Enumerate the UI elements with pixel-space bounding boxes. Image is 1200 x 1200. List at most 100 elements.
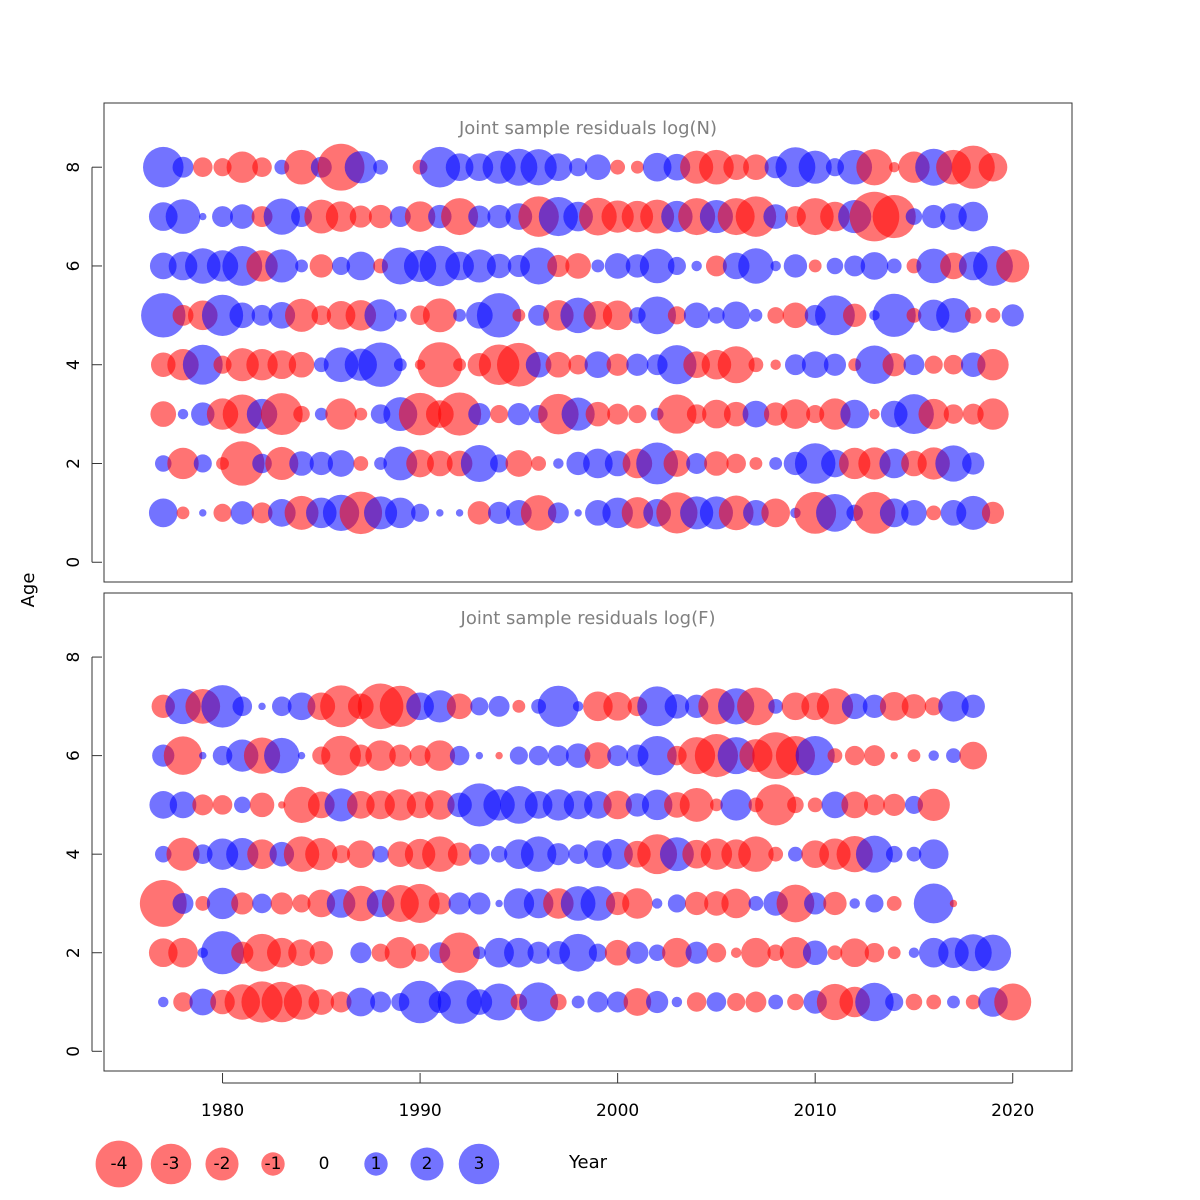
residual-bubble [781, 692, 810, 721]
residual-bubble [568, 354, 588, 375]
x-tick-label: 2020 [991, 1101, 1034, 1121]
residual-bubble [801, 351, 829, 379]
residual-bubble [346, 840, 375, 869]
residual-bubble [200, 931, 245, 975]
residual-bubble [309, 451, 334, 476]
residual-bubble [804, 892, 827, 915]
residual-bubble [531, 456, 547, 471]
residual-bubble [272, 696, 292, 717]
residual-bubble [907, 749, 921, 763]
residual-bubble [667, 306, 686, 325]
residual-bubble [699, 149, 734, 185]
residual-bubble [667, 256, 686, 276]
residual-bubble [787, 993, 804, 1011]
residual-bubble [604, 939, 631, 966]
residual-bubble [468, 205, 491, 228]
residual-bubble [325, 201, 357, 232]
residual-bubble [379, 685, 421, 727]
residual-bubble [763, 204, 788, 229]
residual-bubble [480, 983, 518, 1021]
residual-bubble [996, 249, 1030, 283]
residual-bubble [691, 260, 702, 272]
residual-bubble [864, 942, 885, 963]
residual-bubble [855, 982, 894, 1022]
residual-bubble [802, 940, 828, 966]
residual-bubble [423, 690, 456, 723]
residual-bubble [488, 695, 510, 717]
residual-bubble [863, 745, 885, 767]
residual-bubble [855, 835, 893, 873]
residual-bubble [959, 741, 988, 770]
residual-bubble [606, 353, 629, 376]
residual-bubble [199, 509, 207, 517]
residual-bubble [722, 301, 751, 330]
residual-bubble [905, 208, 923, 225]
residual-bubble [314, 407, 328, 421]
residual-bubble [365, 740, 396, 771]
legend-bubble [205, 1147, 239, 1181]
residual-bubble [346, 791, 375, 819]
residual-bubble [505, 450, 533, 477]
residual-bubble [583, 448, 613, 479]
residual-bubble [926, 505, 942, 521]
residual-bubble [961, 694, 985, 719]
residual-bubble [977, 398, 1009, 430]
residual-bubble [453, 358, 467, 372]
residual-bubble [940, 252, 967, 280]
residual-bubble [916, 248, 952, 284]
residual-bubble [201, 294, 244, 336]
residual-bubble [490, 405, 509, 424]
residual-bubble [266, 937, 297, 968]
residual-bubble [353, 456, 369, 471]
residual-bubble [206, 887, 239, 920]
residual-bubble [887, 946, 901, 960]
residual-bubble [232, 696, 253, 717]
legend-bubble [261, 1152, 285, 1176]
residual-bubble [879, 692, 909, 721]
residual-bubble [626, 353, 649, 376]
residual-bubble [913, 883, 954, 924]
residual-bubble [231, 892, 254, 915]
residual-bubble [964, 307, 982, 324]
y-tick-label: 4 [64, 359, 84, 370]
residual-bubble [844, 255, 866, 277]
residual-bubble [856, 149, 893, 186]
residual-bubble [642, 152, 672, 182]
residual-bubble [768, 846, 784, 862]
residual-bubble [406, 449, 434, 478]
residual-bubble [441, 198, 479, 236]
residual-bubble [572, 701, 584, 712]
residual-bubble [994, 983, 1032, 1021]
residual-bubble [742, 400, 770, 428]
residual-bubble [571, 995, 585, 1009]
residual-bubble [468, 403, 491, 426]
residual-bubble [706, 992, 727, 1012]
residual-bubble [723, 401, 749, 427]
residual-bubble [287, 692, 316, 721]
residual-bubble [651, 898, 663, 909]
residual-bubble [411, 943, 430, 962]
residual-bubble [584, 791, 612, 819]
residual-bubble [141, 293, 186, 338]
legend-label: -2 [214, 1154, 231, 1174]
residual-bubble [350, 942, 372, 964]
residual-bubble [163, 736, 203, 775]
residual-bubble [305, 838, 338, 871]
residual-bubble [657, 345, 697, 385]
residual-bubble [583, 691, 613, 722]
residual-bubble [389, 744, 412, 767]
residual-bubble [770, 260, 781, 272]
residual-bubble [626, 941, 649, 964]
residual-bubble [815, 295, 855, 336]
residual-bubble [139, 880, 187, 927]
residual-bubble [748, 357, 764, 373]
residual-bubble [346, 251, 376, 281]
residual-bubble [587, 991, 609, 1013]
residual-bubble [862, 694, 887, 719]
residual-bubble [547, 843, 570, 866]
residual-bubble [487, 204, 511, 229]
residual-bubble [879, 448, 910, 479]
residual-bubble [449, 745, 470, 766]
residual-bubble [309, 254, 334, 278]
residual-bubble [780, 399, 811, 429]
